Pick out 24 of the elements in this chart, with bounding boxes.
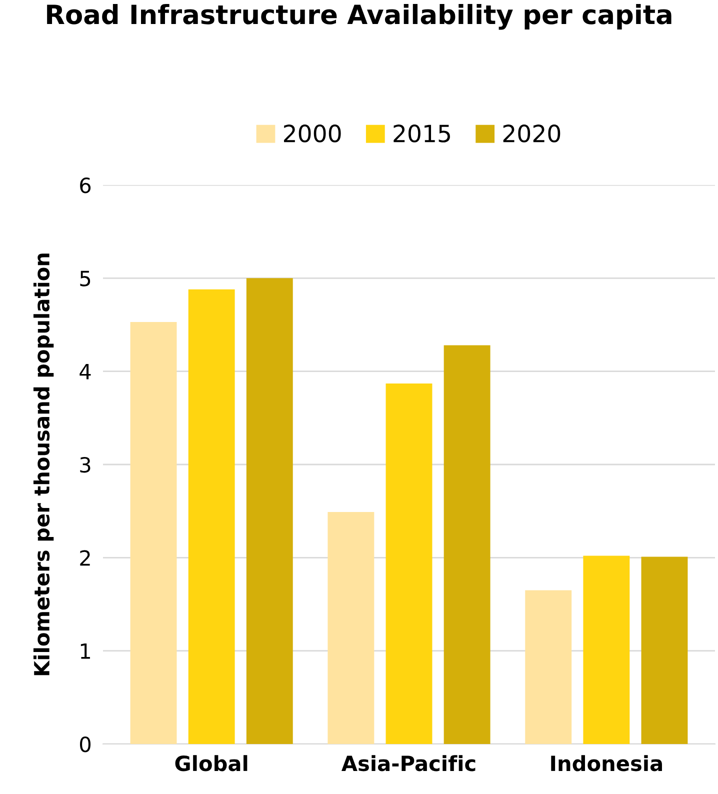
bar bbox=[246, 278, 293, 744]
bar bbox=[188, 289, 235, 744]
bar bbox=[525, 590, 572, 744]
y-tick-label: 3 bbox=[80, 456, 90, 473]
legend-label: 2015 bbox=[394, 124, 450, 142]
x-tick-label: Indonesia bbox=[551, 755, 662, 772]
x-tick-label: Asia-Pacific bbox=[342, 755, 476, 772]
y-tick-label: 6 bbox=[80, 177, 91, 194]
bar bbox=[583, 556, 630, 744]
bar bbox=[328, 512, 374, 744]
bar bbox=[386, 383, 432, 744]
x-tick-label: Global bbox=[175, 755, 248, 772]
y-tick-label: 5 bbox=[80, 270, 90, 286]
legend-label: 2000 bbox=[284, 124, 341, 142]
bar bbox=[444, 345, 490, 744]
bar bbox=[641, 556, 688, 744]
y-tick-label: 4 bbox=[80, 364, 91, 380]
bar bbox=[130, 322, 177, 744]
y-tick-label: 0 bbox=[80, 736, 91, 752]
chart-title: Road Infrastructure Availability per capita bbox=[47, 4, 672, 30]
y-tick-label: 1 bbox=[80, 644, 90, 659]
y-axis-title: Kilometers per thousand population bbox=[33, 254, 54, 676]
y-tick-label: 2 bbox=[80, 550, 90, 566]
legend-label: 2020 bbox=[503, 124, 560, 142]
